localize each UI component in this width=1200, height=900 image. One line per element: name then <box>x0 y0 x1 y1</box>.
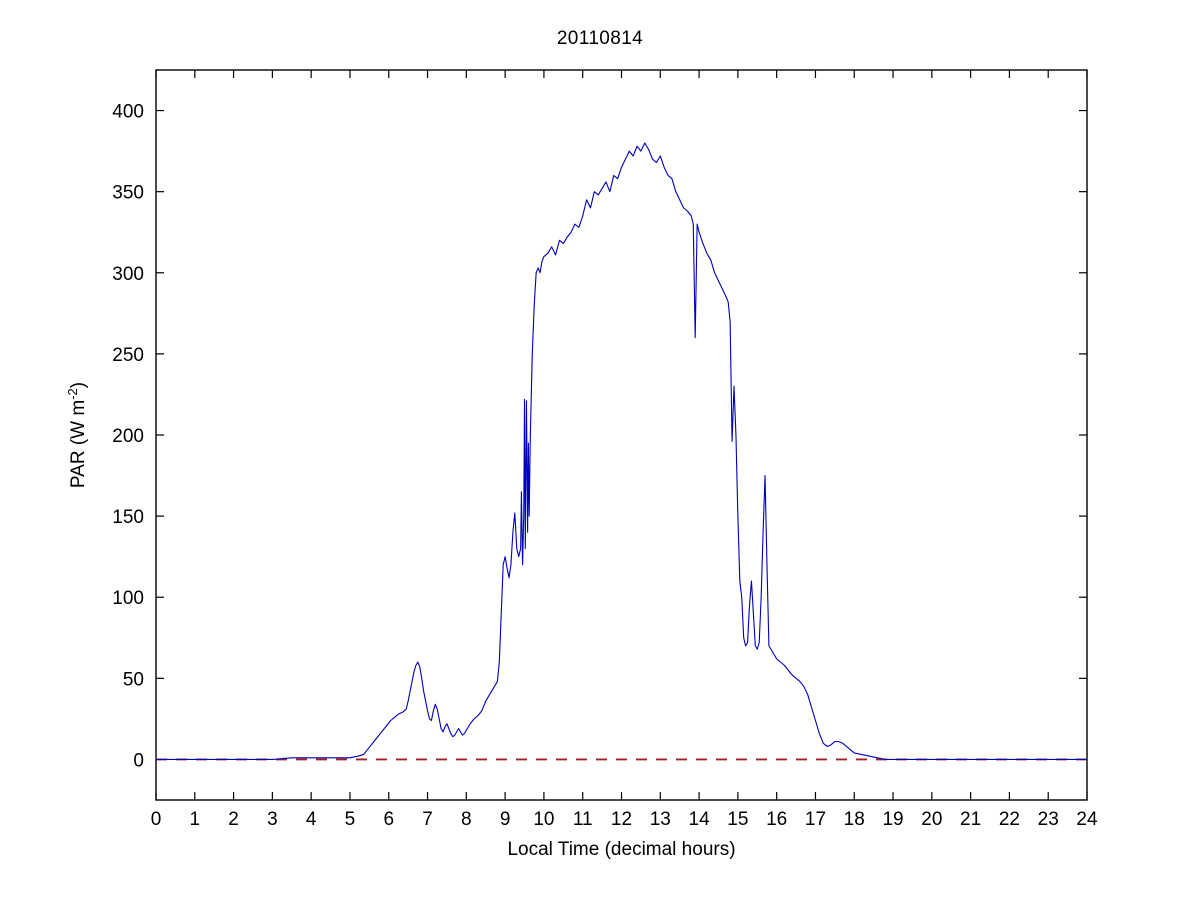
x-tick-label: 21 <box>960 809 981 830</box>
x-tick-label: 9 <box>500 809 511 830</box>
y-tick-label: 250 <box>112 345 144 366</box>
x-tick-label: 5 <box>345 809 356 830</box>
x-tick-label: 15 <box>727 809 748 830</box>
x-tick-label: 10 <box>533 809 554 830</box>
x-axis-title: Local Time (decimal hours) <box>507 839 735 860</box>
y-tick-label: 0 <box>133 750 144 771</box>
x-tick-label: 13 <box>650 809 671 830</box>
y-tick-label: 350 <box>112 183 144 204</box>
x-tick-label: 12 <box>611 809 632 830</box>
x-tick-label: 24 <box>1076 809 1098 830</box>
x-tick-label: 23 <box>1038 809 1059 830</box>
x-tick-label: 16 <box>766 809 787 830</box>
x-tick-label: 22 <box>999 809 1020 830</box>
x-tick-label: 0 <box>151 809 162 830</box>
y-tick-label: 50 <box>123 669 144 690</box>
y-tick-label: 200 <box>112 426 144 447</box>
y-tick-label: 150 <box>112 507 144 528</box>
x-tick-label: 2 <box>228 809 239 830</box>
plot-group: 0 1 2 3 4 5 6 7 8 9 10 11 12 13 14 15 16 17 18 19 20 21 22 23 24… <box>65 69 1098 860</box>
y-tick-label: 300 <box>112 264 144 285</box>
plot-frame <box>155 69 1088 801</box>
y-tick-label: 400 <box>112 102 144 123</box>
x-tick-label: 3 <box>267 809 278 830</box>
y-tick-label: 100 <box>112 588 144 609</box>
x-tick-label: 8 <box>461 809 472 830</box>
x-tick-label: 20 <box>921 809 942 830</box>
x-tick-label: 17 <box>805 809 826 830</box>
x-tick-label: 7 <box>422 809 433 830</box>
x-tick-label: 18 <box>844 809 865 830</box>
x-tick-label: 1 <box>190 809 201 830</box>
x-tick-label: 4 <box>306 809 317 830</box>
x-tick-label: 11 <box>573 809 593 830</box>
x-tick-label: 19 <box>882 809 903 830</box>
chart-title: 20110814 <box>556 28 644 49</box>
y-axis-title: PAR (W m-2) <box>65 382 90 488</box>
x-tick-label: 14 <box>689 809 711 830</box>
x-tick-label: 6 <box>383 809 394 830</box>
data-series-line <box>155 142 1088 760</box>
